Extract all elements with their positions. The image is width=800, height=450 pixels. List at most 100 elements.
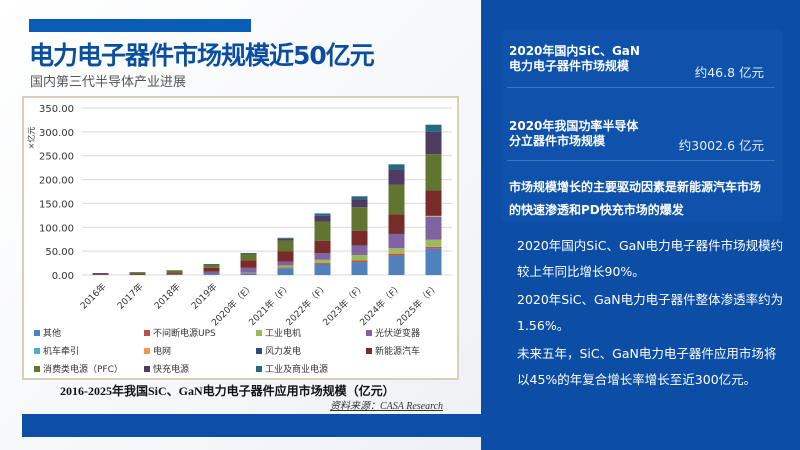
legend-label: 风力发电 — [265, 347, 302, 357]
legend-swatch — [34, 347, 40, 354]
bar-segment — [277, 251, 294, 262]
bar-segment — [351, 245, 368, 255]
legend-swatch — [366, 329, 372, 336]
y-tick-label: 100.00 — [39, 223, 74, 234]
bar-segment — [425, 239, 442, 247]
bar-segment — [129, 272, 146, 275]
bar-segment — [277, 238, 294, 241]
bar-segment — [425, 248, 442, 275]
x-tick-label: 2017年 — [115, 281, 146, 312]
stats-box — [501, 30, 783, 222]
page-title: 电力电子器件市场规模近50亿元 — [29, 41, 375, 70]
legend-label: 电网 — [153, 347, 172, 357]
bar-segment — [425, 124, 442, 132]
stacked-bar-chart: 0.00 50.00 100.00 150.00 200.00 250.00 300.00 3… — [26, 104, 452, 328]
bar-segment — [388, 248, 405, 255]
bar-segment — [240, 254, 257, 261]
bar-segment — [351, 196, 368, 200]
legend-item: 风力发电 — [256, 344, 366, 357]
bar-segment — [314, 264, 331, 275]
chart-source: 资料来源：CASA Research — [330, 401, 444, 412]
bar-segment — [351, 230, 368, 246]
stat-label: 电力电子器件市场规模 — [509, 59, 630, 73]
legend-label: 工业电机 — [265, 329, 302, 339]
bar-segment — [351, 262, 368, 275]
bar-segment — [203, 271, 220, 275]
legend-swatch — [366, 347, 372, 354]
bar-segment — [277, 240, 294, 252]
bar-segment — [277, 237, 294, 239]
point-2: 2020年SiC、GaN电力电子器件整体渗透率约为1.56%。 — [517, 292, 784, 333]
legend-item: 电网 — [144, 344, 256, 357]
bar-segment — [203, 264, 220, 268]
legend-item: 工业电机 — [256, 326, 366, 339]
y-axis-label: ×亿元 — [26, 127, 36, 150]
title-accent-bar — [29, 19, 251, 32]
bar-segment — [203, 267, 220, 272]
legend-swatch — [144, 347, 150, 354]
bar-segment — [425, 131, 442, 155]
page-subtitle: 国内第三代半导体产业进展 — [30, 75, 187, 90]
legend-item: 快充电源 — [144, 362, 256, 375]
stat-power-semi-2020: 2020年我国功率半导体 分立器件市场规模 — [509, 119, 638, 149]
legend-swatch — [34, 329, 40, 336]
y-tick-label: 50.00 — [45, 247, 74, 258]
bar-segment — [388, 255, 405, 275]
stat-value: 约46.8 亿元 — [694, 65, 764, 80]
stat-sic-gan-2020: 2020年国内SiC、GaN 电力电子器件市场规模 — [509, 44, 640, 74]
bar-segment — [351, 254, 368, 261]
x-tick-label: 2019年 — [189, 281, 220, 312]
legend-item: 光伏逆变器 — [366, 326, 456, 339]
bar-segment — [314, 240, 331, 254]
bar-segment — [388, 233, 405, 249]
legend-item: 消费类电源（PFC） — [34, 362, 144, 375]
bar-segment — [314, 259, 331, 264]
x-tick-label: 2018年 — [152, 281, 183, 312]
legend-label: 快充电源 — [153, 365, 190, 375]
bar-segment — [240, 267, 257, 273]
bar-segment — [351, 207, 368, 231]
y-tick-label: 200.00 — [39, 176, 74, 187]
bar-segment — [166, 274, 183, 275]
divider — [507, 87, 775, 88]
right-panel: 2020年国内SiC、GaN 电力电子器件市场规模 约46.8 亿元 2020年… — [481, 0, 800, 450]
bar-segment — [314, 215, 331, 222]
point-3: 未来五年，SiC、GaN电力电子器件应用市场将以45%的年复合增长率增长至近30… — [517, 346, 777, 387]
bar-segment — [425, 154, 442, 191]
bar-segment — [277, 267, 294, 269]
bar-segment — [388, 184, 405, 215]
legend-swatch — [256, 365, 262, 372]
bar-segment — [388, 254, 405, 256]
legend-label: 不间断电源UPS — [153, 329, 216, 339]
growth-driver: 市场规模增长的主要驱动因素是新能源汽车市场的快速渗透和PD快充市场的爆发 — [509, 180, 762, 217]
legend-item: 其他 — [34, 326, 144, 339]
legend-label: 机车牵引 — [43, 347, 80, 357]
bar-segment — [351, 260, 368, 263]
legend-label: 其他 — [43, 329, 62, 339]
stat-value: 约3002.6 亿元 — [678, 138, 764, 153]
divider — [507, 160, 775, 161]
bar-segment — [314, 263, 331, 265]
bar-segment — [92, 273, 109, 275]
legend-label: 消费类电源（PFC） — [43, 365, 123, 375]
bottom-accent-bar — [22, 414, 482, 437]
chart-caption: 2016-2025年我国SiC、GaN电力电子器件应用市场规模（亿元） — [60, 384, 395, 398]
stat-label: 2020年国内SiC、GaN — [509, 44, 640, 58]
bar-segment — [277, 261, 294, 266]
y-tick-label: 250.00 — [39, 152, 74, 163]
bar-segment — [166, 273, 183, 275]
bar-segment — [388, 169, 405, 185]
bar-segment — [203, 274, 220, 275]
bar-segment — [277, 265, 294, 268]
bar-segment — [240, 273, 257, 275]
y-tick-label: 350.00 — [39, 104, 74, 115]
bar-segment — [314, 221, 331, 241]
y-tick-label: 0.00 — [52, 271, 74, 282]
bar-segment — [277, 268, 294, 275]
legend-item: 新能源汽车 — [366, 344, 456, 357]
legend-item: 不间断电源UPS — [144, 326, 256, 339]
chart-container: 0.00 50.00 100.00 150.00 200.00 250.00 300.00 3… — [22, 96, 459, 380]
bar-segment — [425, 190, 442, 216]
legend-item: 机车牵引 — [34, 344, 144, 357]
legend-label: 光伏逆变器 — [375, 329, 421, 339]
